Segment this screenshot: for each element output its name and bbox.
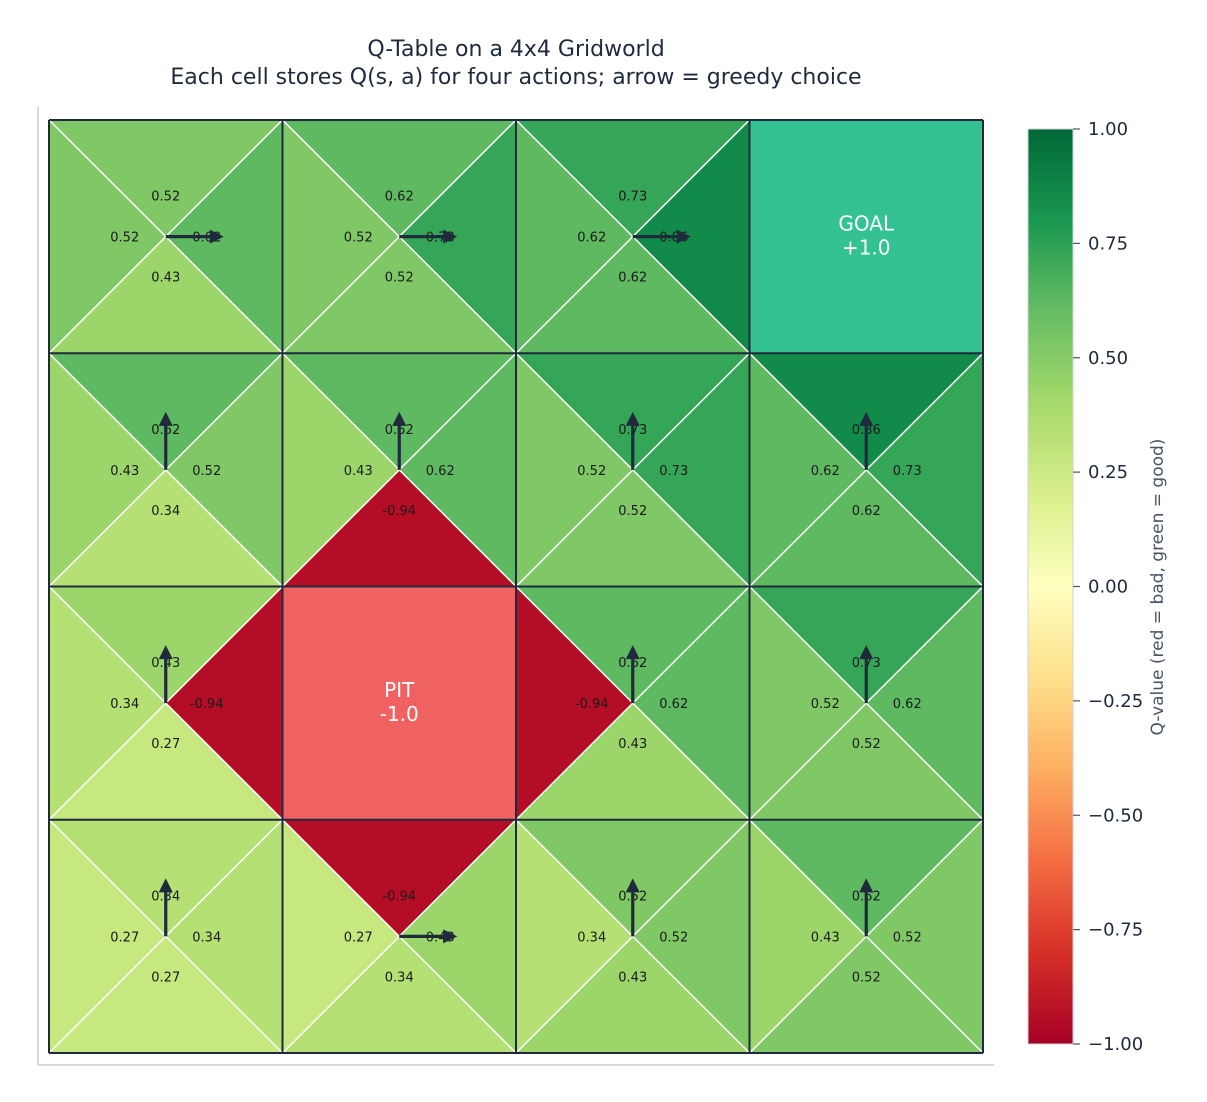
q-value-right: 0.52 [192, 464, 221, 479]
q-value-left: 0.43 [344, 464, 373, 479]
greedy-arrow [859, 645, 874, 704]
greedy-arrow [859, 411, 874, 470]
grid-cell: PIT-1.0 [282, 586, 516, 820]
q-value-up: 0.62 [385, 190, 414, 205]
grid-cell: 0.860.730.620.62 [747, 351, 985, 589]
greedy-arrow [158, 878, 173, 937]
q-value-left: 0.52 [577, 464, 606, 479]
chart-subtitle: Each cell stores Q(s, a) for four action… [170, 65, 861, 90]
q-value-left: 0.43 [110, 464, 139, 479]
grid-cell: 0.620.62-0.940.43 [280, 351, 518, 589]
colorbar-tick-label: −1.00 [1088, 1034, 1143, 1055]
colorbar-tick-label: −0.75 [1088, 920, 1143, 941]
greedy-arrow [625, 411, 640, 470]
colorbar-tick-label: 0.75 [1088, 233, 1128, 254]
colorbar-tick-label: 1.00 [1088, 119, 1128, 140]
q-value-down: 0.52 [852, 970, 881, 985]
greedy-arrow [392, 411, 407, 470]
q-value-right: 0.62 [893, 697, 922, 712]
q-value-right: 0.52 [893, 930, 922, 945]
colorbar-tick-label: 0.50 [1088, 348, 1128, 369]
goal-cell-fill [749, 120, 983, 354]
gridworld: 0.520.620.430.520.620.730.520.520.730.86… [47, 118, 985, 1055]
grid-lines [48, 119, 984, 1054]
grid-cell: 0.43-0.940.270.34 [47, 584, 285, 822]
q-value-right: 0.34 [192, 930, 221, 945]
q-value-up: -0.94 [382, 889, 416, 904]
q-value-right: 0.73 [659, 464, 688, 479]
q-value-down: 0.52 [385, 271, 414, 286]
q-value-down: -0.94 [382, 504, 416, 519]
special-cell-value: -1.0 [380, 702, 419, 726]
q-value-down: 0.52 [852, 737, 881, 752]
grid-cell: 0.340.340.270.27 [47, 818, 285, 1055]
special-cell-label: PIT [384, 678, 415, 702]
colorbar-tick-label: −0.25 [1088, 691, 1143, 712]
q-value-down: 0.27 [151, 737, 180, 752]
greedy-arrow [158, 411, 173, 470]
colorbar: 1.00 0.75 0.50 0.25 0.00 −0.25 −0.50 −0.75 −1.00… [1027, 119, 1168, 1055]
q-value-left: 0.52 [110, 231, 139, 246]
greedy-arrow [399, 229, 458, 244]
greedy-arrow [625, 878, 640, 937]
grid-cell: 0.620.520.340.43 [47, 351, 285, 589]
q-value-left: 0.34 [577, 930, 606, 945]
q-value-left: 0.52 [344, 231, 373, 246]
q-value-down: 0.43 [151, 271, 180, 286]
q-value-right: 0.52 [659, 930, 688, 945]
q-value-left: -0.94 [575, 697, 609, 712]
pit-cell-fill [282, 586, 516, 820]
greedy-arrow [625, 645, 640, 704]
grid-cell: GOAL+1.0 [749, 120, 983, 354]
q-value-right: 0.62 [426, 464, 455, 479]
special-cell-value: +1.0 [842, 236, 891, 260]
q-value-left: 0.34 [110, 697, 139, 712]
q-value-down: 0.34 [151, 504, 180, 519]
q-value-down: 0.43 [618, 970, 647, 985]
q-value-down: 0.62 [618, 271, 647, 286]
axes-frame [37, 107, 994, 1066]
colorbar-label: Q-value (red = bad, green = good) [1148, 439, 1168, 736]
grid-cell: 0.520.520.430.34 [514, 818, 752, 1055]
greedy-arrow [632, 229, 691, 244]
q-value-left: 0.27 [344, 930, 373, 945]
q-value-right: -0.94 [190, 697, 224, 712]
q-value-left: 0.27 [110, 930, 139, 945]
chart-title: Q-Table on a 4x4 Gridworld [367, 37, 664, 62]
q-value-left: 0.62 [811, 464, 840, 479]
grid-cell: 0.620.520.520.43 [747, 818, 985, 1055]
colorbar-tick-label: −0.50 [1088, 805, 1143, 826]
grid-cell: 0.620.620.43-0.94 [514, 584, 752, 822]
q-value-left: 0.62 [577, 231, 606, 246]
greedy-arrow [158, 645, 173, 704]
colorbar-gradient [1027, 128, 1074, 1045]
q-value-down: 0.62 [852, 504, 881, 519]
grid-cell: 0.730.860.620.62 [514, 118, 752, 355]
q-value-down: 0.27 [151, 970, 180, 985]
grid-cell: 0.520.620.430.52 [47, 118, 285, 355]
colorbar-ticks: 1.00 0.75 0.50 0.25 0.00 −0.25 −0.50 −0.75 −1.00 [1073, 119, 1143, 1055]
colorbar-tick-label: 0.00 [1088, 577, 1128, 598]
greedy-arrow [165, 229, 224, 244]
q-value-down: 0.43 [618, 737, 647, 752]
q-value-right: 0.62 [659, 697, 688, 712]
colorbar-tick-label: 0.25 [1088, 462, 1128, 483]
grid-cell: 0.730.620.520.52 [747, 584, 985, 822]
q-value-up: 0.73 [618, 190, 647, 205]
q-value-right: 0.73 [893, 464, 922, 479]
q-value-left: 0.43 [811, 930, 840, 945]
grid-cell: 0.730.730.520.52 [514, 351, 752, 589]
q-value-down: 0.52 [618, 504, 647, 519]
q-value-down: 0.34 [385, 970, 414, 985]
grid-cell: 0.620.730.520.52 [280, 118, 518, 355]
grid-cell: -0.940.430.340.27 [280, 818, 518, 1055]
special-cell-label: GOAL [838, 212, 895, 236]
q-value-left: 0.52 [811, 697, 840, 712]
q-value-up: 0.52 [151, 190, 180, 205]
greedy-arrow [859, 878, 874, 937]
greedy-arrow [399, 929, 458, 944]
